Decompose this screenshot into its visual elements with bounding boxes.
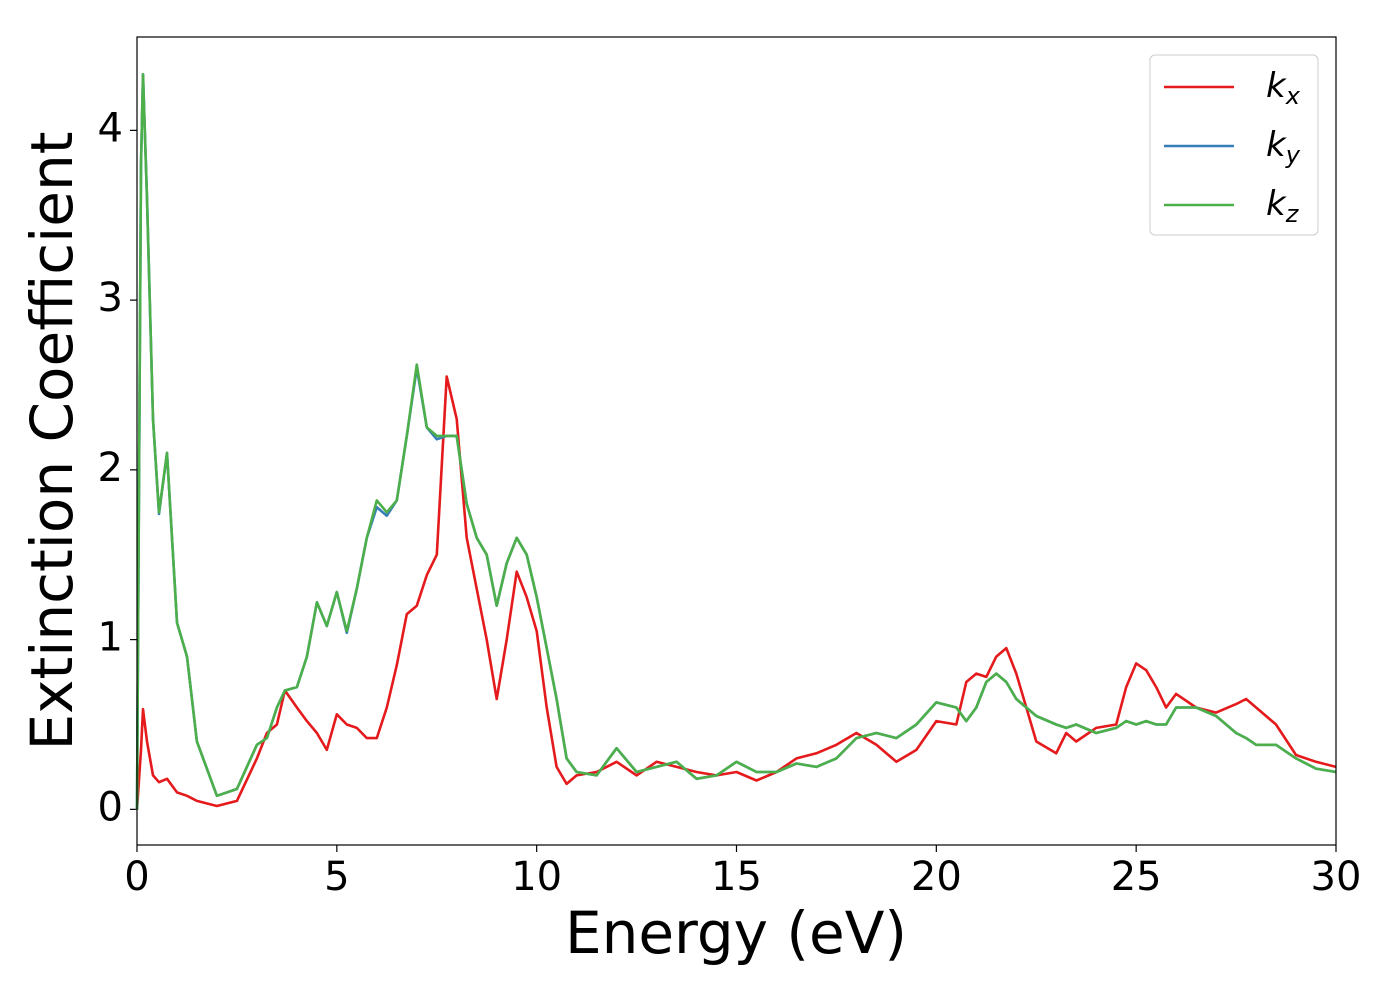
x-tick-label: 0	[124, 854, 149, 900]
y-tick-label: 1	[98, 615, 123, 661]
y-tick-label: 4	[98, 105, 123, 151]
x-tick-label: 20	[911, 854, 962, 900]
x-tick-label: 5	[324, 854, 349, 900]
x-tick-label: 25	[1111, 854, 1162, 900]
data-line	[135, 375, 1337, 810]
y-axis-label: Extinction Coefficient	[18, 132, 86, 751]
y-tick-label: 2	[98, 445, 123, 491]
y-tick-label: 0	[98, 784, 123, 830]
x-tick-label: 15	[711, 854, 762, 900]
legend-label: ky	[1266, 125, 1301, 170]
x-tick-label: 30	[1311, 854, 1362, 900]
data-line	[135, 73, 1337, 810]
legend-label: kz	[1266, 184, 1300, 229]
x-tick-label: 10	[511, 854, 562, 900]
x-axis-label: Energy (eV)	[565, 899, 907, 967]
legend-label: kx	[1266, 66, 1301, 111]
plot-frame	[136, 36, 1337, 846]
y-tick-label: 3	[98, 275, 123, 321]
